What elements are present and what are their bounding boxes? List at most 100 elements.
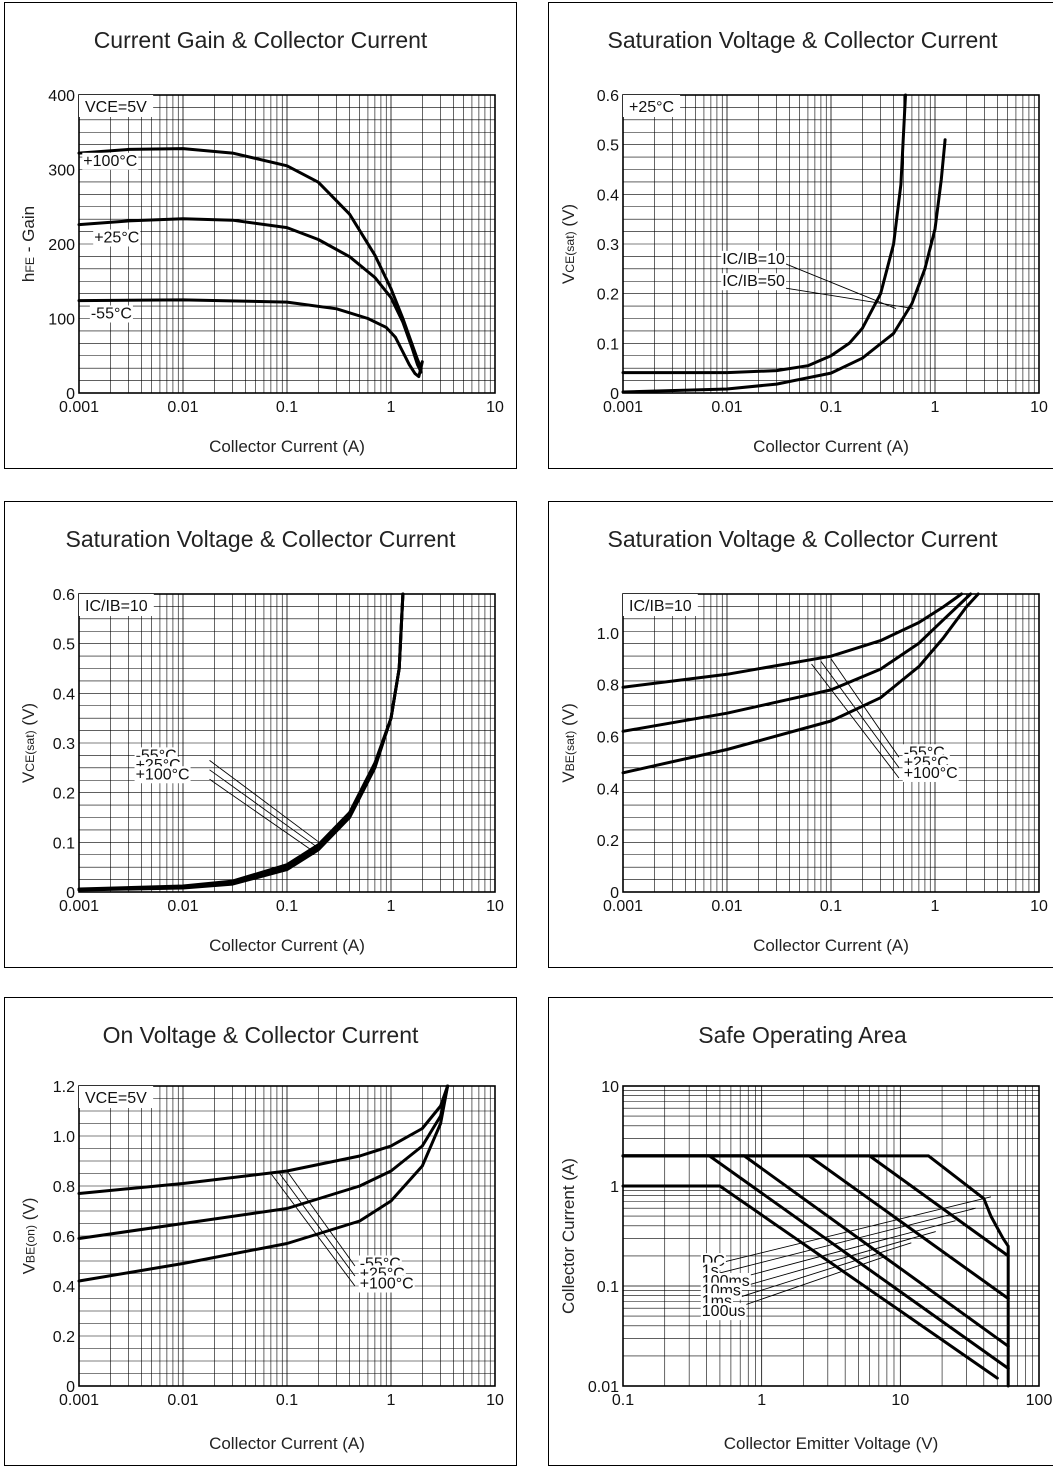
x-tick-label: 1: [387, 1392, 396, 1409]
series-line: [621, 1154, 1010, 1370]
x-tick-label: 10: [486, 898, 504, 915]
x-tick-label: 0.001: [603, 898, 643, 915]
y-tick-label: 0.2: [597, 833, 619, 850]
x-tick-label: 0.1: [820, 399, 842, 416]
x-tick-label: 10: [1030, 898, 1048, 915]
svg-text:IC/IB=10: IC/IB=10: [722, 251, 785, 268]
series-label: 100us: [700, 1303, 747, 1321]
chart-panel: Saturation Voltage & Collector Current Co…: [548, 501, 1053, 968]
x-tick-label: 10: [486, 399, 504, 416]
leader-line: [719, 1220, 956, 1284]
x-tick-label: 0.01: [711, 898, 742, 915]
series-line: [621, 592, 980, 775]
x-tick-label: 1: [387, 399, 396, 416]
series-line: [621, 93, 907, 375]
x-tick-label: 1: [931, 898, 940, 915]
svg-text:+25°C: +25°C: [94, 230, 139, 247]
grid: [78, 593, 495, 893]
y-tick-label: 0.5: [53, 637, 75, 654]
chart-title: Saturation Voltage & Collector Current: [607, 526, 998, 552]
chart-panel: Safe Operating Area Collector Emitter Vol…: [548, 997, 1053, 1466]
chart-title: Saturation Voltage & Collector Current: [607, 27, 998, 53]
series-label: +100°C: [358, 1275, 415, 1293]
chart-panel: Current Gain & Collector Current Collecto…: [4, 2, 517, 469]
svg-text:VCE=5V: VCE=5V: [85, 99, 147, 116]
x-tick-label: 0.001: [603, 399, 643, 416]
leader-line: [830, 658, 900, 758]
y-tick-label: 0: [66, 386, 75, 403]
leader-line: [773, 258, 896, 309]
x-tick-label: 0.01: [167, 399, 198, 416]
plot-frame: [78, 94, 496, 394]
y-tick-label: 0.2: [597, 287, 619, 304]
svg-text:IC/IB=50: IC/IB=50: [722, 273, 785, 290]
condition-label: IC/IB=10: [79, 594, 154, 616]
y-tick-label: 0.3: [53, 736, 75, 753]
y-tick-label: 0.8: [53, 1179, 75, 1196]
leader-line: [719, 1231, 936, 1294]
chart-title: On Voltage & Collector Current: [102, 1022, 419, 1048]
x-tick-label: 0.1: [820, 898, 842, 915]
chart-title: Current Gain & Collector Current: [93, 27, 428, 53]
svg-text:VCE=5V: VCE=5V: [85, 1090, 147, 1107]
y-tick-label: 1.2: [53, 1079, 75, 1096]
y-tick-label: 0.6: [53, 1229, 75, 1246]
svg-text:IC/IB=10: IC/IB=10: [85, 598, 148, 615]
series-line: [77, 147, 423, 370]
y-tick-label: 0: [610, 885, 619, 902]
plot-area: 0.001 0.01 0.1 1 10 0 0.2 0.4 0.6 0.8 1.0 1.2 VCE=5V…: [53, 1079, 504, 1409]
x-tick-label: 100: [1026, 1392, 1053, 1409]
plot-frame: [622, 593, 1040, 893]
y-tick-label: 0.4: [597, 781, 619, 798]
leader-line: [719, 1242, 912, 1304]
leader-line: [209, 760, 321, 844]
plot-area: 0.001 0.01 0.1 1 10 0 0.1 0.2 0.3 0.4 0.5 0.6 IC/IB=…: [53, 587, 504, 915]
leader-line: [279, 1173, 356, 1277]
y-tick-label: 1: [610, 1179, 619, 1196]
leader-line: [719, 1207, 976, 1274]
leader-line: [209, 769, 317, 847]
y-tick-label: 200: [48, 237, 75, 254]
series-label: -55°C: [89, 305, 133, 323]
grid: [622, 94, 1039, 394]
y-tick-label: 0: [66, 1379, 75, 1396]
y-tick-label: 0.4: [53, 686, 75, 703]
y-tick-label: 100: [48, 312, 75, 329]
leader-line: [286, 1170, 356, 1267]
y-tick-label: 0.6: [597, 88, 619, 105]
condition-label: VCE=5V: [79, 95, 154, 117]
series-line: [77, 1084, 450, 1283]
leader-line: [773, 285, 914, 310]
series-label: +25°C: [93, 229, 141, 247]
x-tick-label: 1: [931, 399, 940, 416]
series-line: [621, 592, 963, 689]
leader-line: [719, 1196, 992, 1264]
series-line: [77, 1084, 450, 1240]
x-tick-label: 1: [387, 898, 396, 915]
x-axis-label: Collector Current (A): [209, 936, 365, 955]
y-tick-label: 10: [601, 1079, 619, 1096]
series-line: [77, 592, 405, 891]
y-tick-label: 0.1: [597, 336, 619, 353]
x-tick-label: 0.1: [276, 399, 298, 416]
plot-frame: [622, 94, 1040, 394]
y-tick-label: 0: [66, 885, 75, 902]
plot-frame: [622, 1085, 1040, 1387]
leader-line: [820, 661, 900, 768]
x-tick-label: 0.01: [167, 1392, 198, 1409]
x-tick-label: 10: [1030, 399, 1048, 416]
y-tick-label: 0.01: [588, 1379, 619, 1396]
y-tick-label: 0.2: [53, 1329, 75, 1346]
x-tick-label: 10: [891, 1392, 909, 1409]
x-tick-label: 0.001: [59, 399, 99, 416]
series-line: [621, 138, 947, 394]
x-tick-label: 0.1: [276, 1392, 298, 1409]
plot-area: 0.001 0.01 0.1 1 10 0 0.1 0.2 0.3 0.4 0.5 0.6 +25°C I…: [597, 88, 1048, 416]
y-tick-label: 0.2: [53, 786, 75, 803]
svg-text:-55°C: -55°C: [91, 306, 132, 323]
series-line: [621, 1154, 1010, 1388]
plot-frame: [78, 593, 496, 893]
svg-text:100us: 100us: [702, 1303, 746, 1320]
x-axis-label: Collector Current (A): [753, 437, 909, 456]
